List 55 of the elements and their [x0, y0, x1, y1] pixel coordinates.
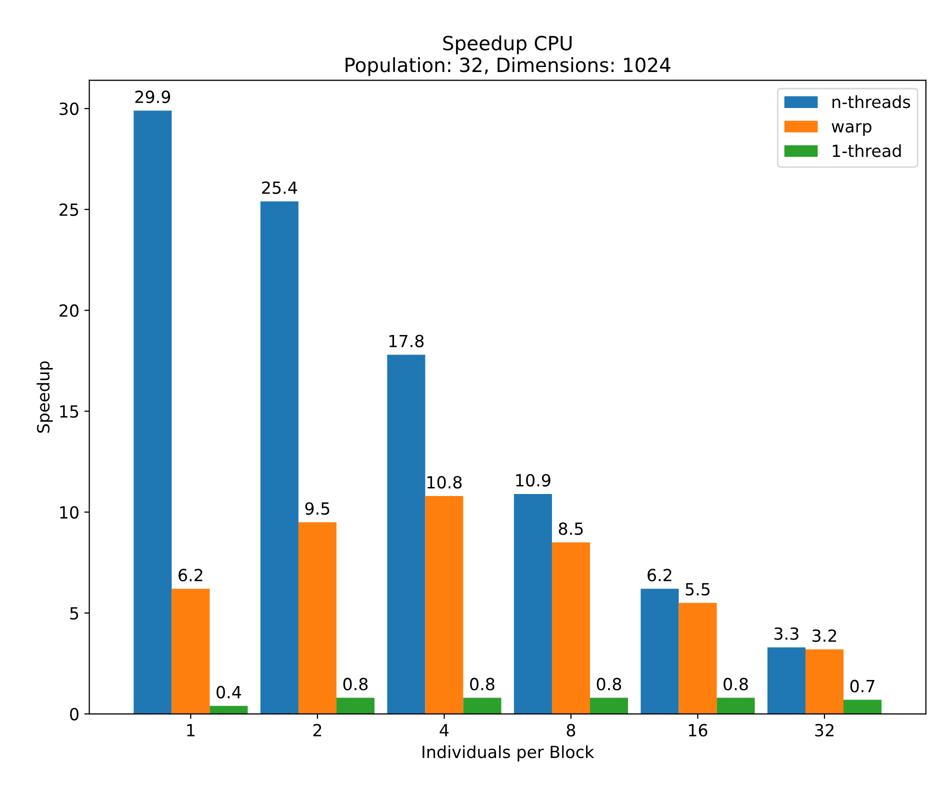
x-tick-label: 16 [688, 724, 708, 737]
data-label: 9.5 [305, 502, 330, 515]
bar [387, 354, 426, 714]
x-tick-label: 4 [440, 724, 449, 736]
data-label: 8.5 [558, 522, 583, 535]
y-tick-label: 0 [70, 708, 78, 720]
y-axis-title: Speedup [36, 361, 53, 433]
data-label: 17.8 [389, 334, 424, 348]
data-label: 0.8 [470, 678, 494, 690]
legend-label: warp [832, 123, 872, 136]
x-tick-label: 2 [313, 724, 322, 736]
bar [678, 602, 717, 714]
y-tick-label: 5 [70, 607, 78, 620]
data-label: 10.8 [427, 476, 462, 489]
bar [298, 522, 336, 714]
bar [210, 706, 248, 714]
bar [767, 647, 806, 714]
bar [425, 496, 464, 714]
bar [640, 588, 679, 714]
bar [590, 698, 628, 714]
y-tick-label: 25 [60, 203, 78, 216]
x-axis-title: Individuals per Block [422, 745, 594, 762]
bar [463, 698, 502, 714]
data-label: 6.2 [178, 568, 202, 582]
data-label: 0.8 [596, 678, 622, 690]
data-label: 25.4 [262, 181, 298, 194]
legend-label: 1-thread [832, 144, 901, 158]
y-tick-label: 10 [60, 506, 78, 519]
y-tick-label: 30 [60, 102, 78, 116]
bar [552, 542, 590, 714]
y-tick-label: 15 [60, 405, 78, 418]
chart-title: Speedup CPU Population: 32, Dimensions: 1024 [346, 35, 670, 76]
data-label: 10.9 [516, 474, 550, 487]
data-label: 3.2 [812, 629, 836, 642]
legend-label: n-threads [832, 95, 910, 108]
data-label: 6.2 [648, 568, 672, 582]
x-tick-label: 8 [566, 724, 576, 737]
data-label: 0.8 [724, 678, 748, 690]
x-tick-label: 32 [815, 724, 834, 737]
bar [514, 494, 552, 714]
data-label: 3.3 [774, 627, 798, 640]
data-label: 0.4 [216, 686, 242, 698]
x-tick-label: 1 [187, 724, 194, 736]
data-label: 0.7 [850, 680, 874, 692]
bar [805, 649, 844, 714]
bar [260, 201, 298, 714]
bar [336, 698, 375, 714]
bar [844, 700, 882, 714]
bar [716, 698, 755, 714]
y-tick-label: 20 [60, 304, 78, 317]
bar [172, 588, 210, 714]
data-label: 29.9 [135, 90, 170, 104]
data-label: 5.5 [686, 583, 710, 596]
data-label: 0.8 [343, 678, 368, 690]
bar [134, 110, 172, 714]
